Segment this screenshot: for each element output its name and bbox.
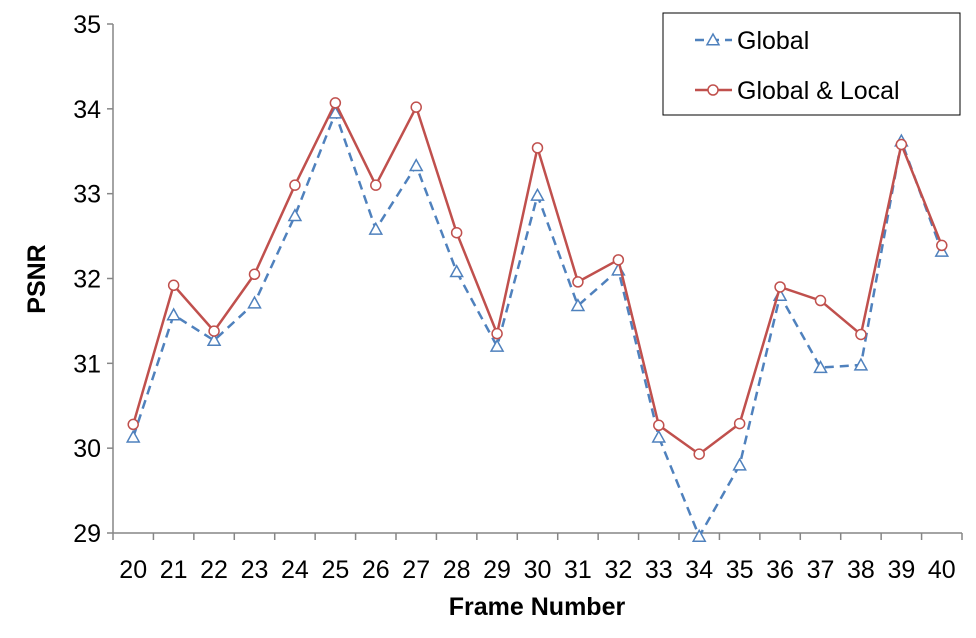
y-tick-label: 29 (73, 520, 101, 548)
x-tick-label: 22 (200, 556, 228, 584)
x-tick-label: 29 (483, 556, 511, 584)
x-tick-label: 37 (807, 556, 835, 584)
data-point-triangle (530, 187, 545, 201)
x-tick-label: 20 (119, 556, 147, 584)
legend-box (662, 12, 961, 116)
x-tick-label: 31 (564, 556, 592, 584)
data-point-circle (329, 97, 342, 109)
x-tick-label: 39 (887, 556, 915, 584)
data-point-triangle (247, 295, 262, 309)
y-tick-label: 35 (73, 11, 101, 39)
data-point-circle (814, 294, 827, 307)
x-tick-label: 32 (604, 556, 632, 584)
data-point-circle (491, 327, 503, 340)
series-layer (125, 97, 950, 542)
x-tick-label: 35 (726, 556, 754, 584)
data-point-circle (895, 138, 908, 151)
series-2 (127, 97, 948, 460)
data-point-circle (936, 239, 948, 252)
series-line-1 (132, 109, 943, 540)
y-tick-label: 32 (73, 266, 101, 294)
data-point-triangle (449, 264, 464, 278)
x-tick-label: 40 (928, 556, 956, 584)
legend-triangle-icon (705, 32, 721, 46)
data-point-triangle (368, 221, 384, 235)
x-tick-label: 26 (362, 556, 390, 584)
data-point-circle (370, 179, 382, 191)
legend-circle-icon (707, 84, 719, 96)
data-point-circle (612, 254, 625, 266)
data-point-circle (572, 276, 584, 288)
data-point-triangle (125, 429, 141, 443)
data-point-triangle (328, 105, 343, 119)
legend-label-1: Global (737, 27, 809, 55)
data-point-circle (531, 142, 544, 154)
data-point-circle (248, 268, 261, 281)
data-point-circle (450, 226, 463, 239)
x-tick-labels: 20 21 22 23 24 25 26 27 28 29 30 31 32 33 34 35 36 37 38 39… (119, 556, 955, 584)
x-tick-label: 36 (766, 556, 794, 584)
data-point-triangle (570, 298, 586, 312)
data-point-circle (410, 101, 422, 113)
x-tick-label: 28 (443, 556, 471, 584)
x-tick-label: 30 (524, 556, 552, 584)
y-axis-title: PSNR (23, 244, 51, 313)
x-tick-label: 34 (685, 556, 713, 584)
data-point-triangle (651, 429, 667, 443)
data-point-triangle (691, 528, 707, 542)
data-point-circle (289, 179, 301, 191)
data-point-triangle (166, 307, 181, 321)
x-tick-label: 38 (847, 556, 875, 584)
x-tick-label: 33 (645, 556, 673, 584)
data-point-circle (208, 325, 220, 337)
y-tick-labels: 29 30 31 32 33 34 35 (73, 11, 101, 548)
x-axis-title: Frame Number (449, 593, 626, 621)
data-point-triangle (206, 332, 222, 346)
data-point-circle (774, 281, 786, 293)
legend-label-2: Global & Local (737, 77, 900, 105)
y-tick-label: 30 (73, 435, 101, 463)
x-tick-label: 24 (281, 556, 309, 584)
x-tick-label: 23 (241, 556, 269, 584)
y-tick-label: 31 (73, 350, 101, 378)
data-point-circle (733, 417, 746, 430)
data-point-triangle (408, 158, 424, 172)
data-point-triangle (287, 208, 303, 222)
series-1 (125, 105, 950, 542)
y-tick-label: 33 (73, 181, 101, 209)
legend: Global Global & Local (662, 12, 961, 116)
data-point-circle (653, 419, 665, 432)
data-point-circle (127, 418, 139, 431)
data-point-circle (167, 279, 180, 292)
data-point-triangle (732, 457, 747, 471)
x-tick-label: 25 (321, 556, 349, 584)
data-point-triangle (489, 338, 505, 352)
x-tick-label: 27 (402, 556, 430, 584)
data-point-circle (693, 448, 705, 460)
data-point-triangle (813, 360, 828, 374)
data-point-circle (855, 328, 867, 341)
axes (107, 23, 963, 540)
y-tick-label: 34 (73, 96, 101, 124)
x-tick-label: 21 (160, 556, 188, 584)
data-point-triangle (853, 357, 869, 371)
